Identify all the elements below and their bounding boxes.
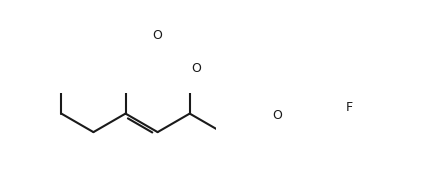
Text: O: O [153, 29, 163, 42]
Text: O: O [272, 109, 282, 122]
Text: F: F [346, 101, 353, 114]
Text: O: O [192, 62, 202, 75]
